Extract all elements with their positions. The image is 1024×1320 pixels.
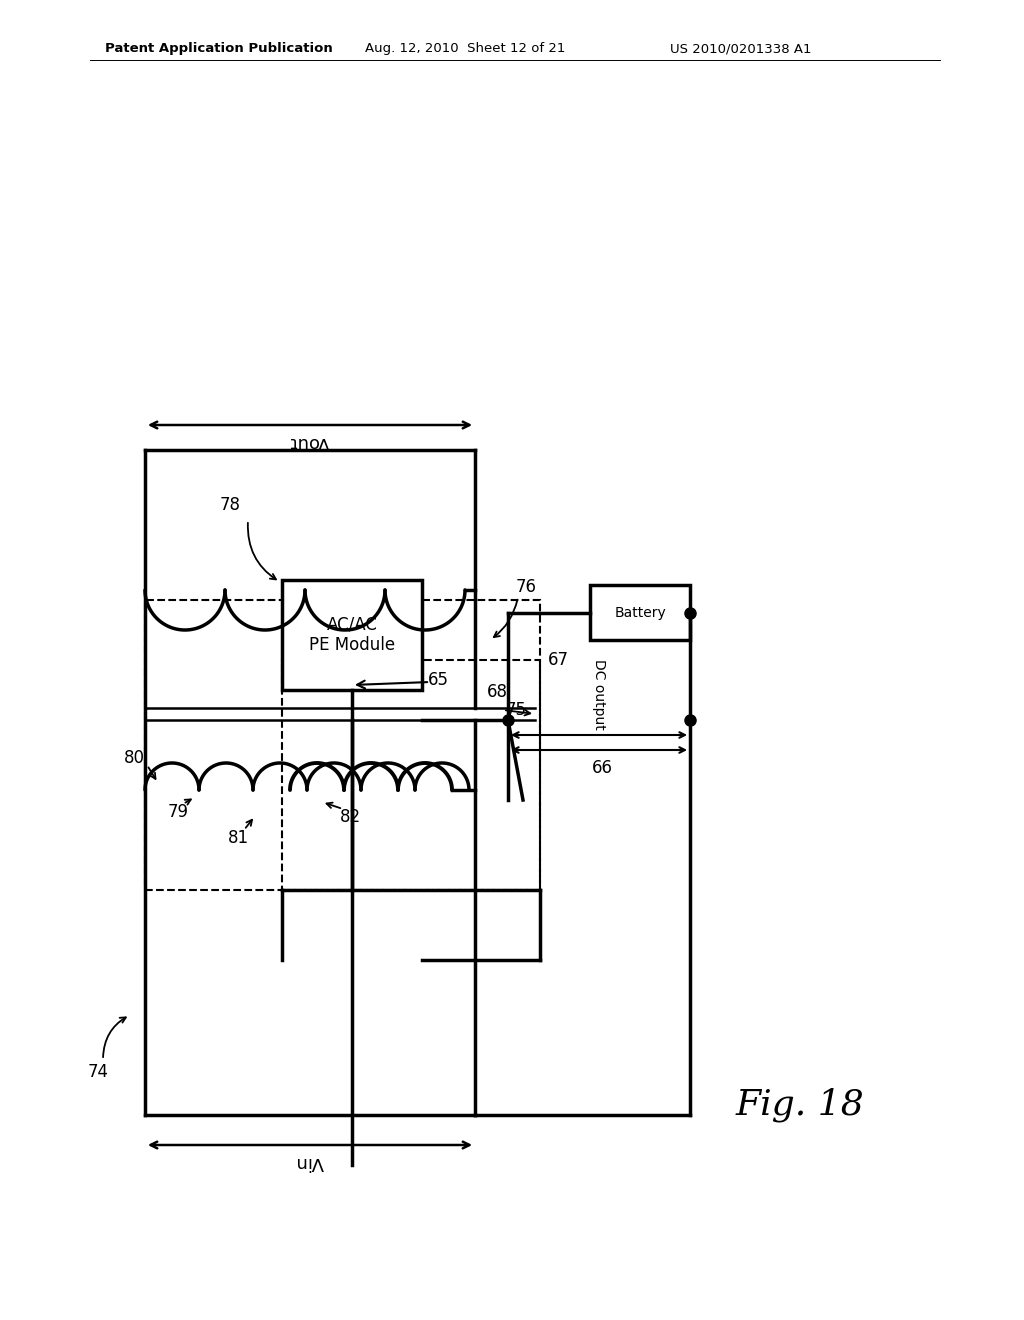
Text: 80: 80 [124,748,145,767]
Text: DC output: DC output [592,659,606,730]
Text: Vout: Vout [290,433,330,451]
Text: 81: 81 [227,829,249,847]
Text: 66: 66 [592,759,612,777]
Bar [590,585,690,640]
Text: Aug. 12, 2010  Sheet 12 of 21: Aug. 12, 2010 Sheet 12 of 21 [365,42,565,55]
Text: 76: 76 [516,578,537,597]
Text: 75: 75 [506,701,527,719]
Bar [282,660,540,890]
Text: 67: 67 [548,651,568,669]
Text: 78: 78 [219,496,241,513]
Text: Patent Application Publication: Patent Application Publication [105,42,333,55]
Text: Battery: Battery [614,606,666,619]
Text: 65: 65 [427,671,449,689]
Bar [145,601,540,890]
Bar [282,579,422,690]
Text: Fig. 18: Fig. 18 [735,1088,864,1122]
Text: 74: 74 [87,1063,109,1081]
Text: US 2010/0201338 A1: US 2010/0201338 A1 [670,42,811,55]
Text: 68: 68 [487,682,508,701]
Text: 79: 79 [168,803,188,821]
Text: AC/AC
PE Module: AC/AC PE Module [309,615,395,655]
Text: Vin: Vin [296,1152,325,1171]
Text: 82: 82 [339,808,360,826]
